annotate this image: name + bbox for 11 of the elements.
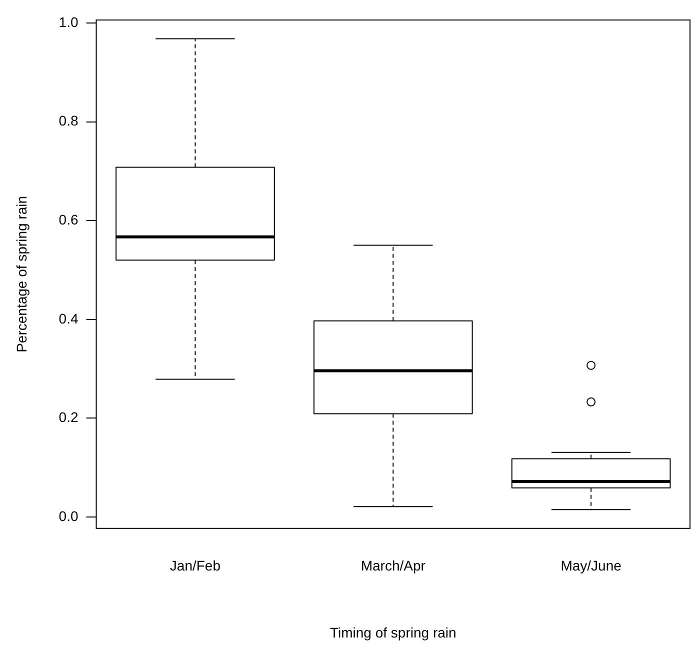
y-tick-label: 0.6 bbox=[58, 211, 78, 228]
x-tick-label: Jan/Feb bbox=[170, 558, 221, 574]
y-tick-label: 0.0 bbox=[58, 508, 78, 524]
y-tick-label: 1.0 bbox=[58, 14, 78, 30]
y-tick-label: 0.2 bbox=[58, 409, 78, 426]
y-tick-label: 0.4 bbox=[58, 310, 78, 326]
x-tick-label: March/Apr bbox=[360, 558, 426, 574]
x-axis-title: Timing of spring rain bbox=[330, 624, 456, 640]
y-axis-title: Percentage of spring rain bbox=[13, 196, 30, 352]
y-tick-label: 0.8 bbox=[58, 112, 78, 129]
x-tick-label: May/June bbox=[560, 558, 622, 574]
